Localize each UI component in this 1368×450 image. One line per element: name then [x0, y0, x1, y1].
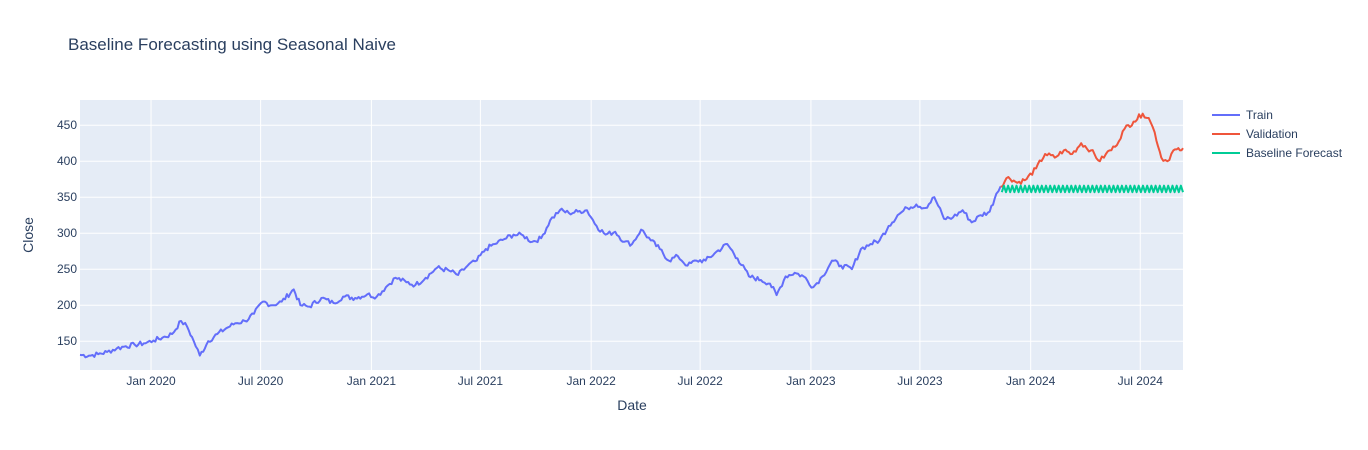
legend-item-train[interactable]: Train	[1212, 108, 1273, 122]
series-line-train	[79, 185, 1002, 359]
legend[interactable]: Train Validation Baseline Forecast	[1212, 108, 1343, 160]
y-tick-label: 250	[57, 262, 77, 276]
y-tick-layer: 150 200 250 300 350 400 450	[57, 118, 77, 348]
series-line-validation	[1000, 112, 1184, 188]
legend-label: Train	[1246, 108, 1273, 122]
y-tick-label: 300	[57, 226, 77, 240]
y-tick-label: 200	[57, 298, 77, 312]
x-axis-title: Date	[617, 397, 647, 413]
legend-label: Baseline Forecast	[1246, 146, 1343, 160]
y-tick-label: 350	[57, 190, 77, 204]
x-tick-label: Jul 2022	[677, 374, 723, 388]
x-tick-label: Jul 2024	[1118, 374, 1164, 388]
x-tick-label: Jan 2020	[126, 374, 176, 388]
y-axis-title: Close	[20, 217, 36, 253]
plot-area	[80, 100, 1183, 370]
y-tick-label: 150	[57, 334, 77, 348]
x-tick-label: Jan 2023	[786, 374, 836, 388]
legend-item-baseline-forecast[interactable]: Baseline Forecast	[1212, 146, 1343, 160]
y-tick-label: 450	[57, 118, 77, 132]
x-tick-label: Jan 2022	[566, 374, 616, 388]
series-layer	[79, 112, 1184, 359]
legend-label: Validation	[1246, 127, 1298, 141]
x-tick-label: Jul 2023	[897, 374, 943, 388]
y-tick-label: 400	[57, 154, 77, 168]
x-tick-label: Jan 2021	[347, 374, 397, 388]
series-line-baseline-forecast	[1000, 184, 1184, 194]
grid-layer	[80, 100, 1183, 370]
legend-item-validation[interactable]: Validation	[1212, 127, 1298, 141]
chart-title: Baseline Forecasting using Seasonal Naiv…	[68, 35, 396, 54]
x-tick-label: Jul 2021	[458, 374, 504, 388]
x-tick-label: Jul 2020	[238, 374, 284, 388]
x-tick-label: Jan 2024	[1006, 374, 1056, 388]
x-tick-layer: Jan 2020 Jul 2020 Jan 2021 Jul 2021 Jan 2022…	[126, 374, 1163, 388]
